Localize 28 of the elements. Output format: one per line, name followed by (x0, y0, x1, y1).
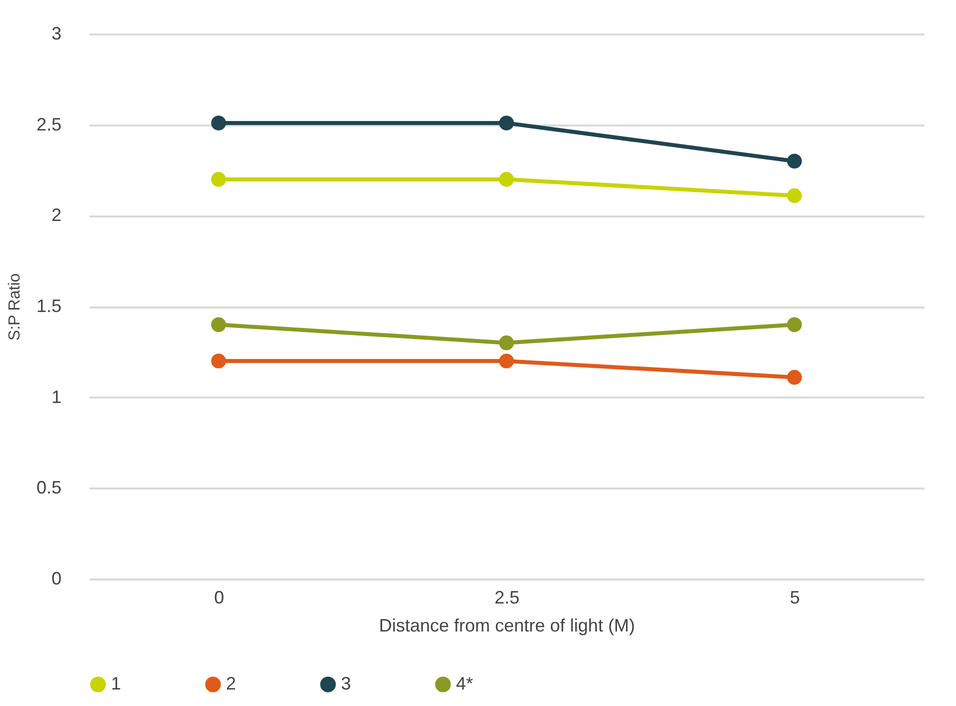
point (787, 317, 802, 332)
legend-label: 4* (456, 673, 474, 694)
y-tick-label: 2.5 (36, 114, 62, 134)
point (211, 317, 226, 332)
point (211, 354, 226, 368)
legend-label: 1 (111, 673, 122, 694)
point (787, 370, 802, 385)
point (499, 335, 514, 350)
legend-label: 2 (226, 673, 236, 694)
point (211, 116, 226, 130)
y-tick-label: 1.5 (36, 296, 62, 316)
point (211, 172, 226, 187)
x-tick-label: 5 (790, 588, 800, 608)
x-tick-label: 2.5 (494, 588, 520, 608)
y-tick-label: 0 (51, 568, 62, 588)
point (499, 116, 514, 130)
y-axis-title: S:P Ratio (6, 273, 24, 341)
point (787, 188, 802, 204)
y-tick-label: 1 (51, 386, 62, 407)
x-tick-label: 0 (214, 588, 224, 608)
legend-label: 3 (341, 673, 352, 694)
x-axis-title: Distance from centre of light (M) (378, 616, 636, 636)
point (787, 154, 802, 169)
y-tick-label: 2 (51, 205, 62, 226)
y-tick-label: 0.5 (36, 478, 62, 498)
y-tick-label: 3 (51, 24, 62, 44)
point (499, 354, 514, 368)
point (499, 172, 514, 187)
